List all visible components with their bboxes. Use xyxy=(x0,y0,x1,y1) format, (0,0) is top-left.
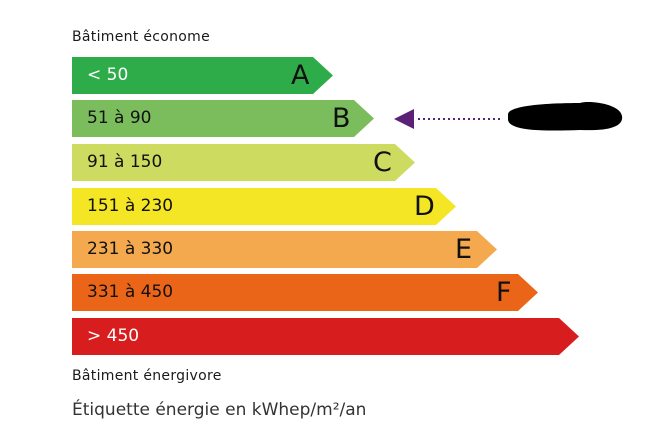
class-range: 151 à 230 xyxy=(87,196,174,216)
energy-class-bar-c: 91 à 150 C xyxy=(72,144,415,181)
top-label: Bâtiment économe xyxy=(72,29,210,45)
indicator-arrow-icon xyxy=(394,109,414,129)
class-range: 51 à 90 xyxy=(87,108,152,128)
bar-shape xyxy=(72,231,497,268)
energy-class-bar-f: 331 à 450 F xyxy=(72,274,538,311)
energy-class-bar-g: > 450 xyxy=(72,318,579,355)
class-letter: A xyxy=(291,60,310,91)
energy-class-bar-b: 51 à 90 B xyxy=(72,100,374,137)
bar-shape xyxy=(72,318,579,355)
energy-class-bar-a: < 50 A xyxy=(72,57,333,94)
bar-shape xyxy=(72,188,456,225)
bottom-label: Bâtiment énergivore xyxy=(72,368,222,384)
footer-unit-label: Étiquette énergie en kWhep/m²/an xyxy=(72,400,367,420)
bar-shape xyxy=(72,57,333,94)
class-letter: D xyxy=(414,191,435,222)
class-letter: F xyxy=(496,277,512,308)
current-class-indicator xyxy=(394,102,623,131)
bar-shape xyxy=(72,100,374,137)
bar-shape xyxy=(72,274,538,311)
class-range: 91 à 150 xyxy=(87,152,163,172)
class-range: < 50 xyxy=(87,65,129,85)
class-letter: E xyxy=(455,234,473,265)
class-letter: B xyxy=(332,103,351,134)
redacted-value xyxy=(508,102,623,131)
class-range: > 450 xyxy=(87,326,140,346)
class-range: 231 à 330 xyxy=(87,239,174,259)
class-letter: C xyxy=(373,147,392,178)
energy-class-bar-e: 231 à 330 E xyxy=(72,231,497,268)
bar-shape xyxy=(72,144,415,181)
energy-class-bar-d: 151 à 230 D xyxy=(72,188,456,225)
class-range: 331 à 450 xyxy=(87,282,174,302)
